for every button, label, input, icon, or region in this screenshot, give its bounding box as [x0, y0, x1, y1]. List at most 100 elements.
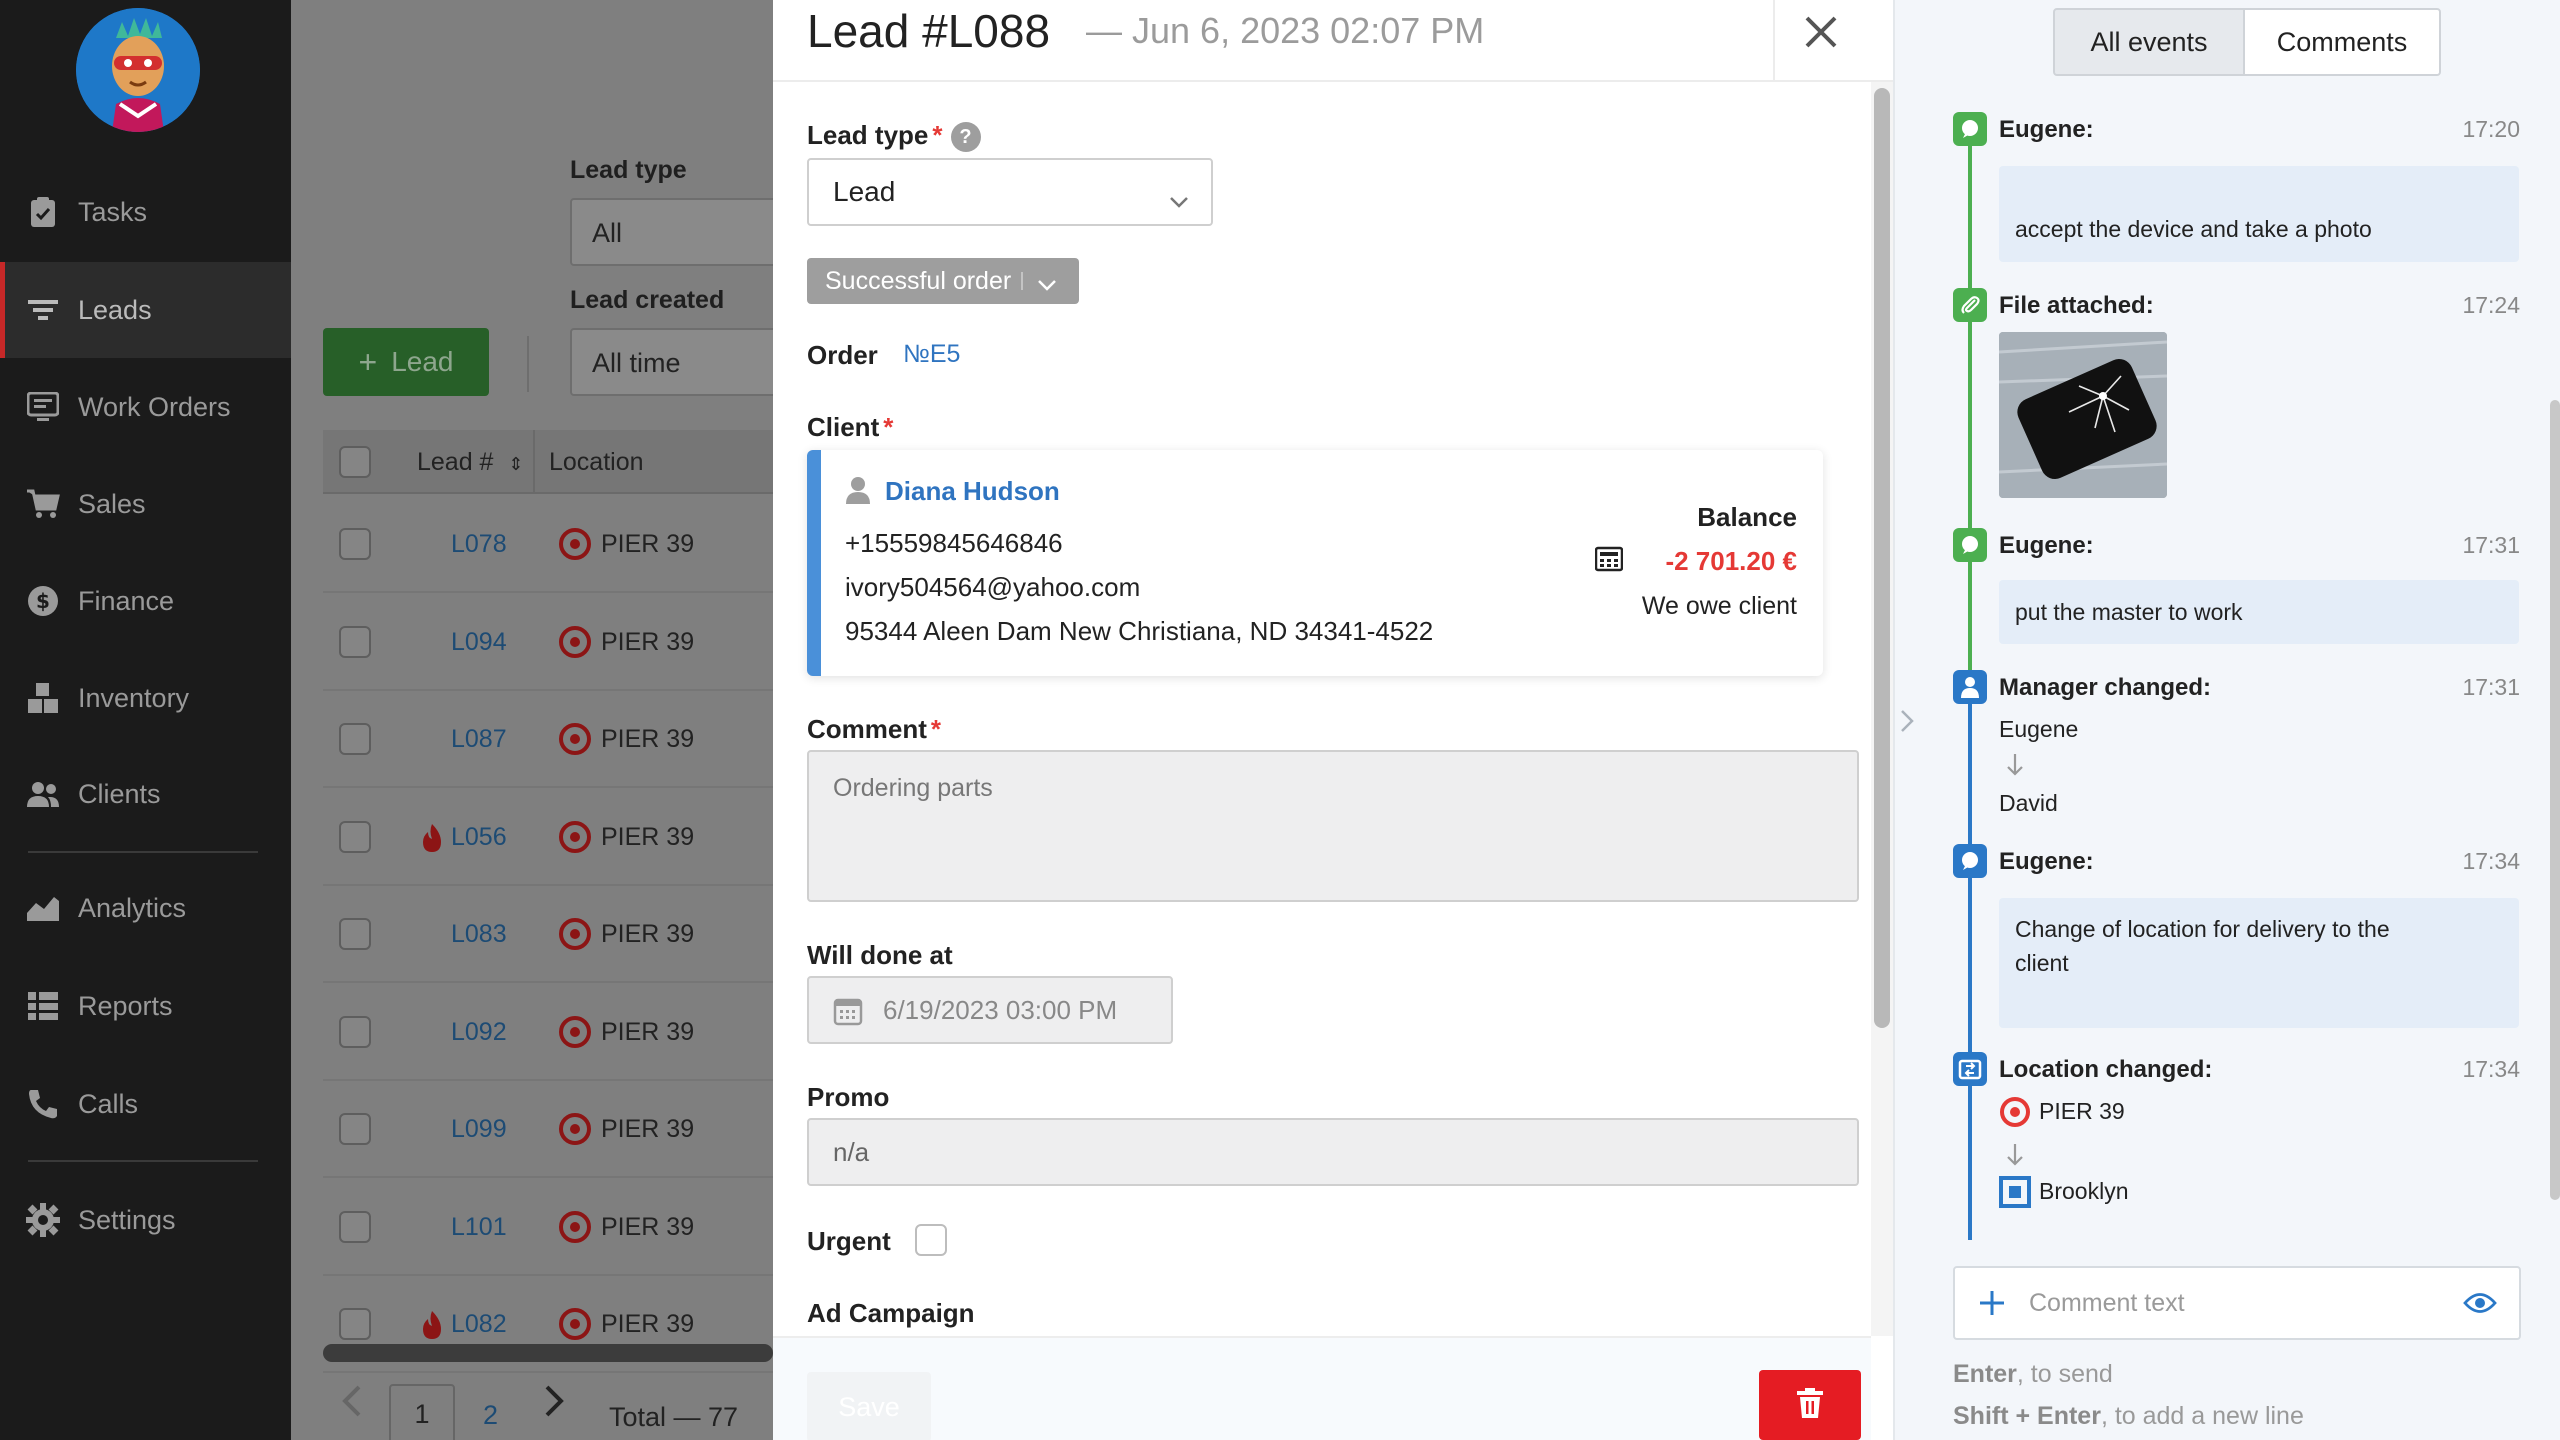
sidebar-item-calls[interactable]: Calls: [0, 1056, 291, 1152]
lead-id-link[interactable]: L056: [451, 822, 507, 851]
promo-label: Promo: [807, 1082, 890, 1112]
help-icon[interactable]: ?: [950, 122, 981, 153]
horizontal-scrollbar[interactable]: [323, 1344, 773, 1362]
prev-page-icon[interactable]: [341, 1384, 363, 1425]
row-checkbox[interactable]: [339, 1308, 371, 1340]
row-checkbox[interactable]: [339, 918, 371, 950]
table-row[interactable]: L087 PIER 39: [323, 691, 773, 788]
sidebar-item-finance[interactable]: $ Finance: [0, 553, 291, 649]
client-card: Diana Hudson +15559845646846 ivory504564…: [807, 450, 1823, 676]
sidebar-item-label: Tasks: [78, 196, 148, 227]
lead-created-filter-label: Lead created: [570, 286, 725, 314]
table-row[interactable]: L101 PIER 39: [323, 1179, 773, 1276]
table-row[interactable]: L094 PIER 39: [323, 594, 773, 691]
page-2-button[interactable]: 2: [483, 1400, 499, 1430]
scrollbar-thumb[interactable]: [1874, 88, 1890, 1028]
square-location-icon: [1999, 1176, 2031, 1213]
fire-icon: [419, 823, 445, 858]
row-checkbox[interactable]: [339, 820, 371, 853]
column-divider: [533, 430, 535, 494]
lead-type-select[interactable]: Lead: [807, 158, 1213, 226]
location-from: PIER 39: [2039, 1098, 2125, 1124]
column-lead-no[interactable]: Lead # ⇕: [417, 448, 524, 476]
lead-id-link[interactable]: L094: [451, 627, 507, 656]
comment-input[interactable]: Comment text: [1953, 1266, 2521, 1340]
fire-icon: [419, 1310, 445, 1345]
sidebar-item-analytics[interactable]: Analytics: [0, 860, 291, 956]
plus-icon[interactable]: [1977, 1288, 2007, 1325]
client-phone[interactable]: +15559845646846: [845, 528, 1063, 558]
lead-id-link[interactable]: L101: [451, 1212, 507, 1241]
tab-comments[interactable]: Comments: [2243, 8, 2441, 76]
status-dropdown[interactable]: Successful order: [807, 258, 1079, 304]
row-checkbox[interactable]: [339, 528, 371, 560]
sidebar-divider: [28, 851, 258, 853]
modal-title: Lead #L088: [807, 5, 1051, 57]
row-checkbox[interactable]: [339, 723, 371, 755]
lead-id-link[interactable]: L082: [451, 1310, 507, 1338]
order-link[interactable]: №E5: [903, 340, 961, 368]
chevron-right-icon[interactable]: [1899, 708, 1915, 739]
lead-created-filter[interactable]: All time: [570, 328, 773, 396]
table-row[interactable]: L078 PIER 39: [323, 496, 773, 593]
lead-id-link[interactable]: L078: [451, 530, 507, 558]
lead-id-link[interactable]: L087: [451, 725, 507, 753]
add-lead-button[interactable]: + Lead: [323, 328, 489, 396]
sidebar-item-tasks[interactable]: Tasks: [0, 164, 291, 260]
panel-collapse-strip[interactable]: [1893, 0, 1921, 1440]
avatar[interactable]: [76, 8, 200, 132]
lead-type-filter[interactable]: All: [570, 198, 773, 266]
sidebar-item-sales[interactable]: Sales: [0, 456, 291, 552]
comment-textarea[interactable]: Ordering parts: [807, 750, 1859, 902]
header-divider: [1773, 0, 1775, 82]
promo-input[interactable]: n/a: [807, 1118, 1859, 1186]
sidebar-item-label: Finance: [78, 585, 175, 616]
urgent-checkbox[interactable]: [915, 1224, 947, 1256]
event-time: 17:34: [2462, 848, 2520, 874]
table-row[interactable]: L092 PIER 39: [323, 984, 773, 1081]
sidebar-item-label: Leads: [78, 294, 152, 325]
table-row[interactable]: L099 PIER 39: [323, 1081, 773, 1178]
sidebar-item-work-orders[interactable]: Work Orders: [0, 359, 291, 455]
sidebar-item-reports[interactable]: Reports: [0, 958, 291, 1054]
row-checkbox[interactable]: [339, 625, 371, 658]
trash-icon: [1797, 1387, 1823, 1423]
eye-icon[interactable]: [2463, 1290, 2497, 1323]
lead-id-link[interactable]: L099: [451, 1115, 507, 1143]
table-row[interactable]: L082 PIER 39: [323, 1276, 773, 1373]
next-page-icon[interactable]: [543, 1384, 565, 1425]
select-all-checkbox[interactable]: [339, 446, 371, 478]
attached-photo-thumbnail[interactable]: [1999, 332, 2167, 498]
plus-icon: +: [358, 343, 378, 380]
modal-vertical-scrollbar[interactable]: [1871, 82, 1893, 1336]
sidebar-item-clients[interactable]: Clients: [0, 746, 291, 842]
lead-id-link[interactable]: L083: [451, 920, 507, 948]
location-name: PIER 39: [601, 530, 695, 558]
event-title: File attached:: [1999, 292, 2154, 319]
modal-subtitle: — Jun 6, 2023 02:07 PM: [1086, 10, 1485, 51]
lead-id-link[interactable]: L092: [451, 1017, 507, 1046]
row-checkbox[interactable]: [339, 1113, 371, 1145]
tab-all-events[interactable]: All events: [2053, 8, 2245, 76]
client-email[interactable]: ivory504564@yahoo.com: [845, 572, 1141, 602]
will-done-date-input[interactable]: 6/19/2023 03:00 PM: [807, 976, 1173, 1044]
table-row[interactable]: L056 PIER 39: [323, 789, 773, 886]
target-icon: [559, 1210, 591, 1243]
client-name-link[interactable]: Diana Hudson: [885, 476, 1060, 506]
events-scrollbar[interactable]: [2550, 400, 2560, 1200]
sidebar-item-leads[interactable]: Leads: [0, 262, 291, 358]
row-checkbox[interactable]: [339, 1015, 371, 1048]
target-icon: [559, 1308, 591, 1340]
table-row[interactable]: L083 PIER 39: [323, 886, 773, 983]
lead-detail-modal: Lead #L088 — Jun 6, 2023 02:07 PM Lead t…: [773, 0, 1893, 1440]
delete-button[interactable]: [1759, 1370, 1861, 1440]
close-icon[interactable]: [1793, 4, 1849, 60]
sidebar-item-label: Analytics: [78, 892, 187, 923]
page-1-button[interactable]: 1: [389, 1384, 455, 1440]
save-button[interactable]: Save: [807, 1372, 931, 1440]
sidebar-item-inventory[interactable]: Inventory: [0, 650, 291, 746]
column-location[interactable]: Location: [549, 448, 644, 476]
sidebar-divider: [28, 1160, 258, 1162]
row-checkbox[interactable]: [339, 1210, 371, 1243]
sidebar-item-settings[interactable]: Settings: [0, 1172, 291, 1268]
